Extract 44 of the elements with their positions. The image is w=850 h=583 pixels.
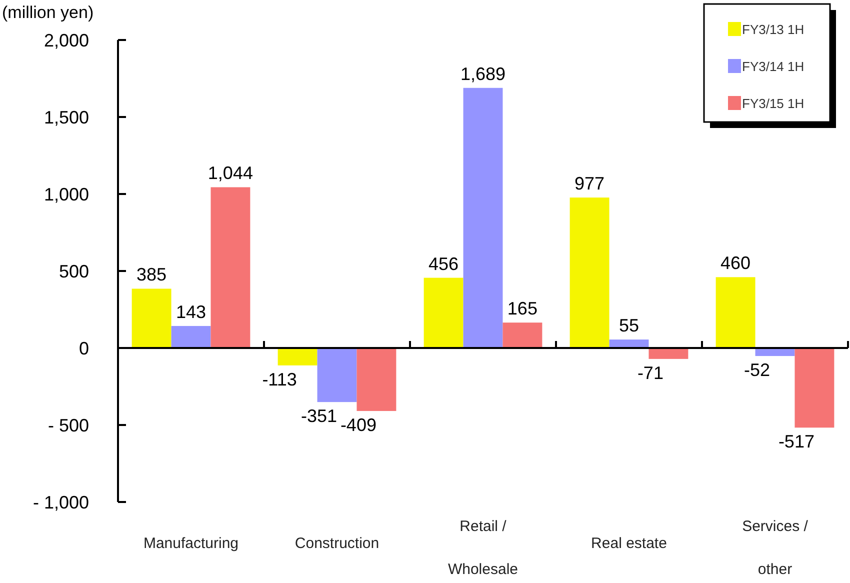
bar — [463, 88, 503, 348]
data-label: -52 — [744, 360, 770, 380]
category-label: Services / other — [742, 518, 808, 578]
bar — [356, 348, 396, 411]
y-tick-label: 0 — [78, 338, 89, 358]
bar — [424, 278, 464, 348]
x-tick-label: Real estate — [591, 535, 667, 552]
legend-label: FY3/15 1H — [742, 96, 804, 111]
bar — [317, 348, 357, 402]
data-label: 456 — [428, 254, 459, 274]
data-label: 1,689 — [460, 64, 506, 84]
bar — [171, 326, 211, 348]
y-tick-label: 1,000 — [44, 184, 89, 204]
data-label: 55 — [618, 316, 640, 336]
y-tick-label: 1,500 — [44, 107, 89, 128]
y-tick-label: 2,000 — [44, 30, 89, 50]
y-tick-label: 500 — [58, 261, 89, 282]
data-label: -517 — [778, 432, 814, 452]
data-label: 460 — [720, 253, 751, 274]
legend-label: FY3/14 1H — [742, 59, 804, 74]
bar — [648, 348, 688, 359]
category-label: Retail / Wholesale — [448, 518, 518, 578]
y-tick-label: - 1,000 — [32, 492, 89, 512]
bar — [570, 198, 610, 348]
data-label: -351 — [300, 406, 338, 426]
y-tick-label: - 500 — [48, 415, 89, 436]
x-tick-label: Manufacturing — [143, 535, 239, 552]
data-label: 143 — [176, 302, 206, 322]
data-label: 1,044 — [208, 163, 253, 184]
data-label: 977 — [574, 174, 605, 194]
data-label: 385 — [136, 264, 167, 285]
y-axis-title: (million yen) — [2, 3, 94, 22]
data-label: -71 — [637, 362, 664, 383]
bar — [716, 277, 756, 348]
bar — [278, 348, 318, 366]
bar — [502, 322, 542, 348]
x-tick-label: Construction — [294, 535, 380, 552]
data-label: -409 — [340, 414, 376, 435]
data-label: 165 — [507, 298, 538, 319]
legend-label: FY3/13 1H — [742, 22, 804, 37]
data-label: -113 — [262, 369, 297, 390]
bar — [794, 348, 834, 428]
bar — [132, 288, 172, 348]
bar — [210, 187, 250, 348]
